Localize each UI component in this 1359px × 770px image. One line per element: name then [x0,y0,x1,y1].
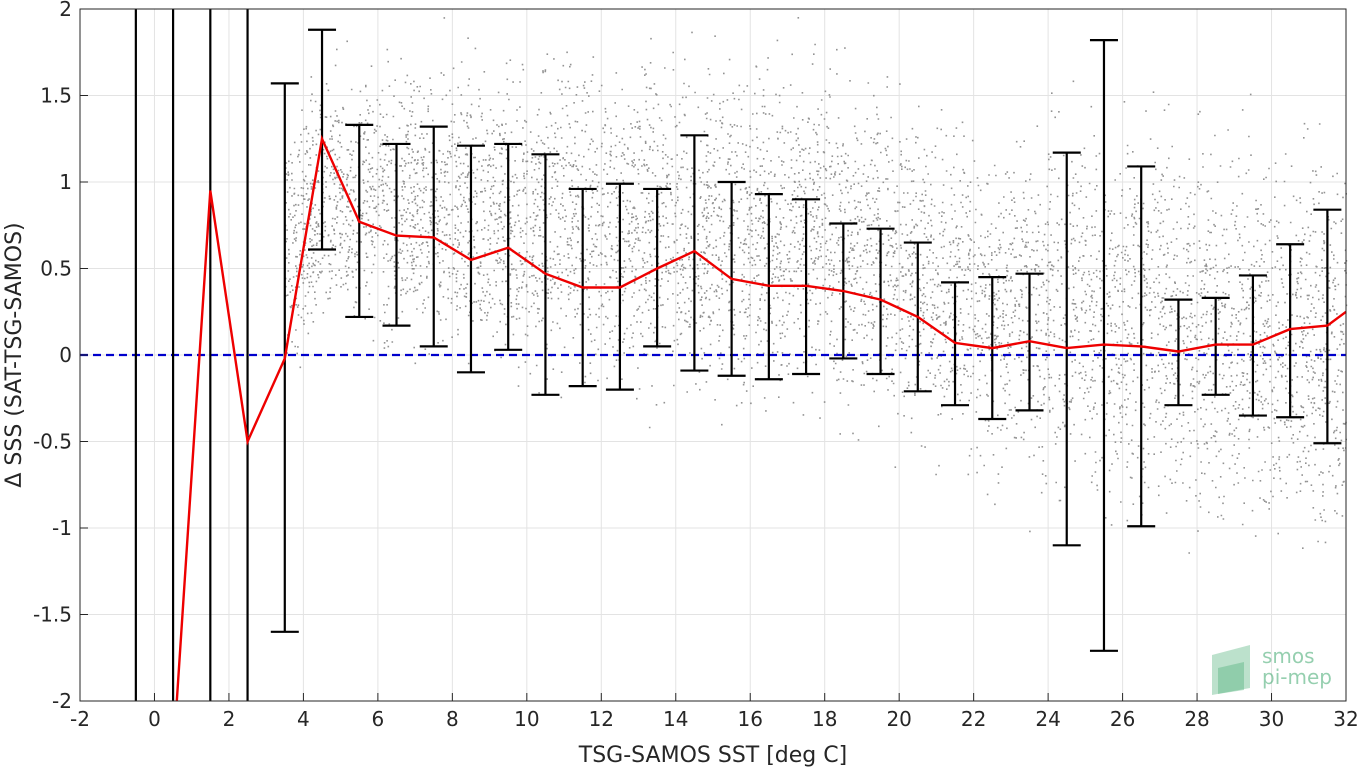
logo-mark-icon [1212,645,1250,695]
x-tick-label: 22 [961,707,986,731]
x-tick-label: 24 [1035,707,1060,731]
x-tick-label: 10 [514,707,539,731]
mean-series-line [175,134,1347,702]
error-bar [1276,243,1305,419]
x-tick-label: 26 [1110,707,1135,731]
y-axis-ticks: -2 -1.5 -1 -0.5 0 0.5 1 1.5 2 [33,0,88,713]
y-axis-label: Δ SSS (SAT-TSG-SAMOS) [2,222,27,487]
logo-text-line2: pi-mep [1262,665,1332,689]
y-tick-label: 1.5 [40,84,72,108]
y-tick-label: 0.5 [40,257,72,281]
y-tick-label: 0 [59,343,72,367]
y-tick-label: -1 [52,516,72,540]
x-tick-label: 28 [1184,707,1209,731]
y-tick-label: -1.5 [33,603,72,627]
x-tick-label: 8 [446,707,459,731]
x-axis-label: TSG-SAMOS SST [deg C] [578,743,847,768]
y-tick-label: 1 [59,170,72,194]
logo-mark-inner-icon [1218,662,1244,694]
x-tick-label: 2 [223,707,236,731]
y-tick-label: 2 [59,0,72,21]
x-tick-label: -2 [70,707,90,731]
x-tick-label: 20 [886,707,911,731]
x-tick-label: 0 [148,707,161,731]
x-tick-label: 30 [1259,707,1284,731]
x-tick-label: 14 [663,707,688,731]
x-tick-label: 32 [1333,707,1358,731]
x-tick-label: 16 [738,707,763,731]
error-bar [866,227,895,376]
error-bars [134,9,1342,701]
x-tick-label: 6 [372,707,385,731]
y-tick-label: -2 [52,689,72,713]
x-tick-label: 4 [297,707,310,731]
error-bar [1201,296,1230,396]
x-tick-label: 18 [812,707,837,731]
x-tick-label: 12 [589,707,614,731]
mean-line [175,134,1347,702]
smos-pimep-logo: smos pi-mep [1212,644,1332,695]
error-bar [680,134,709,372]
y-tick-label: -0.5 [33,430,72,454]
logo-text-line1: smos [1262,644,1315,668]
x-axis-ticks: -2 0 2 4 6 8 10 12 14 16 18 20 22 24 26 28 30 32 [70,693,1359,731]
